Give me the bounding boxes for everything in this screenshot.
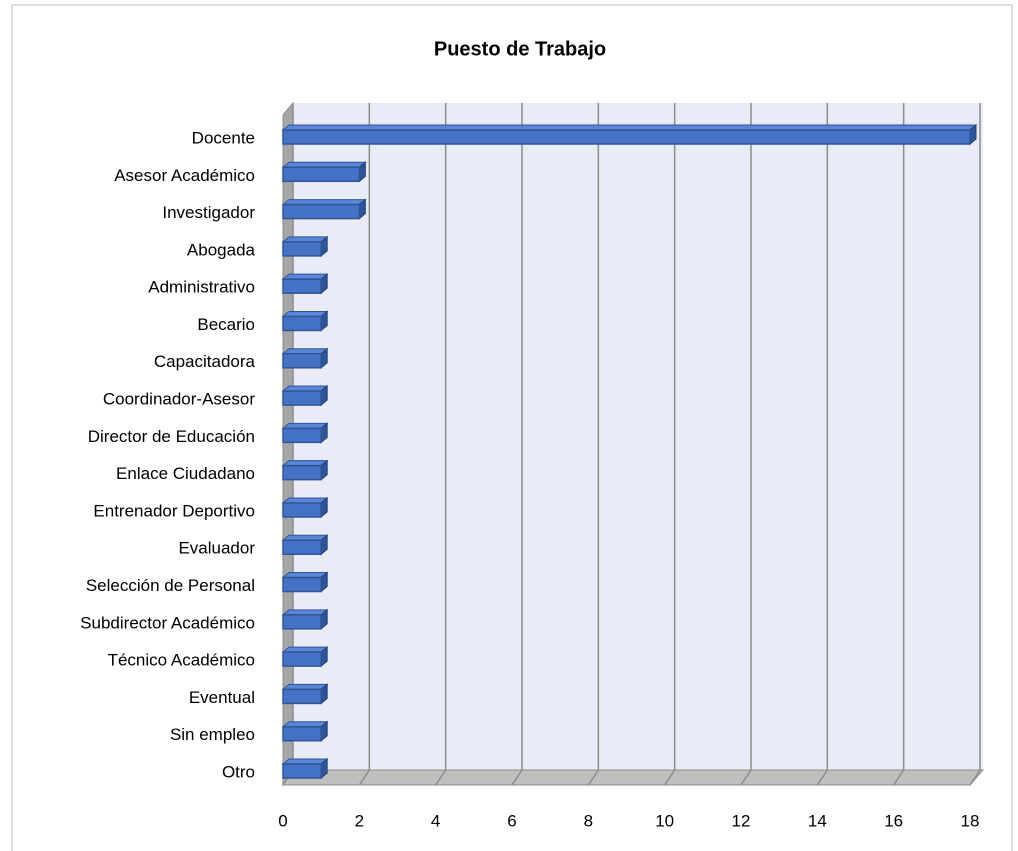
grid-line bbox=[435, 769, 447, 786]
y-tick-label: Enlace Ciudadano bbox=[116, 464, 255, 483]
x-tick-label: 10 bbox=[655, 811, 674, 830]
bar bbox=[281, 757, 329, 780]
bar bbox=[281, 459, 329, 481]
bar bbox=[281, 608, 329, 630]
x-tick-label: 12 bbox=[732, 811, 751, 830]
chart-title: Puesto de Trabajo bbox=[434, 38, 606, 60]
grid-line bbox=[511, 769, 523, 786]
grid-line bbox=[740, 769, 752, 786]
bar-front bbox=[282, 539, 322, 555]
bar-front bbox=[282, 464, 322, 481]
bar-front bbox=[282, 315, 322, 332]
y-tick-label: Sin empleo bbox=[170, 725, 255, 744]
grid-line bbox=[816, 769, 828, 786]
y-tick-label: Coordinador-Asesor bbox=[103, 390, 255, 409]
y-tick-label: Abogada bbox=[187, 240, 256, 259]
bar-front bbox=[282, 278, 322, 294]
bar bbox=[281, 534, 329, 556]
bar-front bbox=[282, 241, 322, 257]
floor bbox=[282, 769, 985, 786]
y-tick-label: Capacitadora bbox=[154, 352, 256, 371]
bar-front bbox=[282, 129, 971, 145]
bar-front bbox=[282, 203, 361, 220]
bar bbox=[281, 123, 978, 146]
y-tick-label: Asesor Académico bbox=[114, 166, 255, 185]
bar bbox=[281, 310, 329, 332]
bar bbox=[281, 198, 367, 220]
y-tick-label: Técnico Académico bbox=[108, 651, 255, 670]
bar bbox=[281, 422, 329, 444]
bar bbox=[281, 496, 329, 519]
grid-line bbox=[664, 769, 676, 786]
bar bbox=[281, 273, 329, 295]
x-tick-label: 4 bbox=[431, 811, 440, 830]
bar-front bbox=[282, 688, 322, 705]
y-tick-label: Entrenador Deportivo bbox=[93, 501, 255, 520]
x-tick-label: 0 bbox=[278, 811, 287, 830]
bar bbox=[281, 384, 329, 407]
bar-front bbox=[282, 390, 322, 406]
y-tick-label: Administrativo bbox=[148, 278, 255, 297]
x-tick-label: 14 bbox=[808, 811, 827, 830]
bar bbox=[281, 683, 329, 705]
grid-line bbox=[893, 769, 905, 786]
bar-front bbox=[282, 614, 322, 630]
bar bbox=[281, 347, 329, 369]
back-wall bbox=[293, 103, 983, 770]
bar-front bbox=[282, 651, 322, 667]
y-tick-label: Director de Educación bbox=[88, 427, 255, 446]
bar-front bbox=[282, 353, 322, 369]
y-tick-label: Eventual bbox=[189, 688, 255, 707]
bar bbox=[281, 571, 329, 593]
bar-front bbox=[282, 725, 322, 742]
x-tick-label: 2 bbox=[355, 811, 364, 830]
bar bbox=[281, 161, 367, 183]
bar-front bbox=[282, 502, 322, 518]
y-tick-label: Subdirector Académico bbox=[80, 613, 255, 632]
y-tick-label: Evaluador bbox=[178, 539, 255, 558]
x-tick-label: 16 bbox=[884, 811, 903, 830]
y-tick-label: Becario bbox=[197, 315, 255, 334]
bar-front bbox=[282, 166, 361, 183]
y-tick-label: Selección de Personal bbox=[86, 576, 255, 595]
bar-front bbox=[282, 576, 322, 593]
x-tick-label: 6 bbox=[507, 811, 516, 830]
y-tick-label: Otro bbox=[222, 762, 255, 781]
grid-line bbox=[587, 769, 599, 786]
x-tick-label: 8 bbox=[584, 811, 593, 830]
grid-line bbox=[358, 769, 370, 786]
y-tick-label: Investigador bbox=[162, 203, 255, 222]
x-tick-label: 18 bbox=[961, 811, 980, 830]
bar bbox=[281, 720, 329, 742]
grid-line bbox=[969, 769, 981, 786]
bar bbox=[281, 235, 329, 257]
y-tick-label: Docente bbox=[192, 128, 255, 147]
bar bbox=[281, 646, 329, 668]
bar-front bbox=[282, 763, 322, 779]
bar-front bbox=[282, 427, 322, 444]
